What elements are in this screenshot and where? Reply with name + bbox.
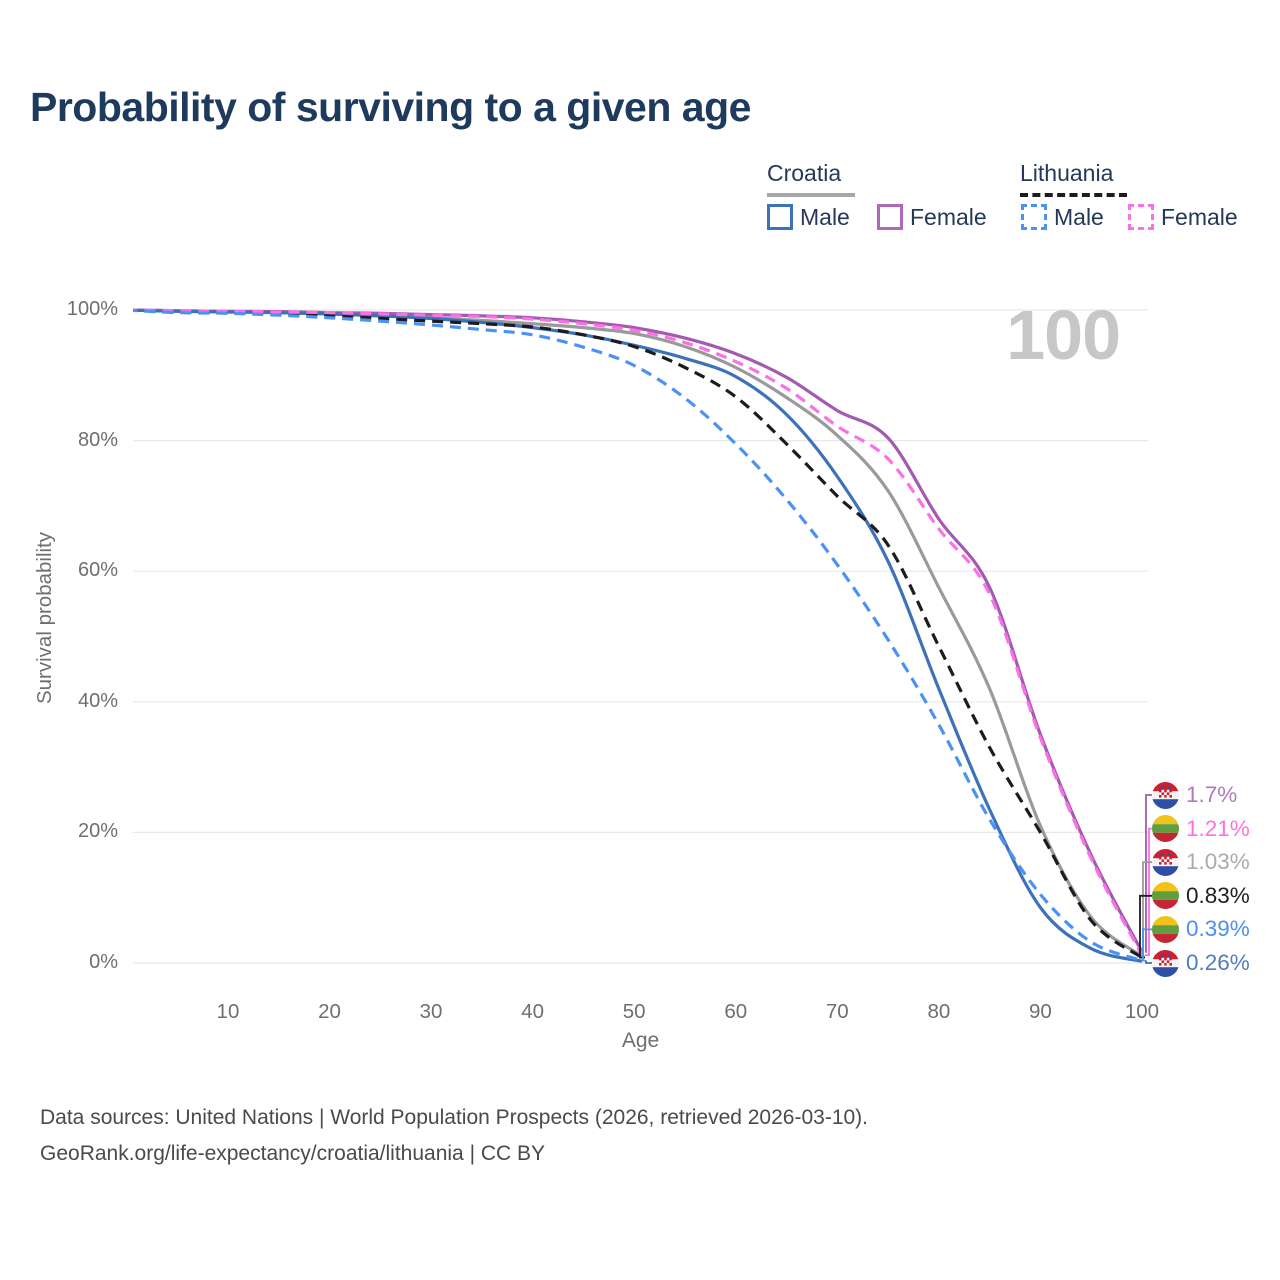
x-axis-title: Age xyxy=(621,1029,660,1052)
croatia-flag-icon xyxy=(1152,949,1179,977)
y-axis-title: Survival probability xyxy=(33,531,56,705)
curve-croatia_both xyxy=(133,308,1143,958)
x-tick-30: 30 xyxy=(419,1000,443,1023)
end-label-connector-lithuania_male xyxy=(1142,928,1152,962)
x-tick-10: 10 xyxy=(216,1000,240,1023)
y-tick-60: 60% xyxy=(77,559,118,582)
legend-label-lithuania-male[interactable]: Male xyxy=(1054,204,1104,230)
lithuania-flag-icon xyxy=(1152,915,1179,943)
y-tick-0: 0% xyxy=(89,951,118,973)
legend-group-lithuania-title: Lithuania xyxy=(1020,160,1114,186)
legend-group-croatia-title: Croatia xyxy=(767,160,842,186)
y-tick-40: 40% xyxy=(77,689,118,712)
y-tick-80: 80% xyxy=(77,428,118,451)
x-tick-20: 20 xyxy=(318,1000,341,1023)
y-tick-20: 20% xyxy=(77,820,118,843)
curve-lithuania_both xyxy=(133,308,1143,959)
legend-label-croatia-female[interactable]: Female xyxy=(910,204,987,230)
legend-label-lithuania-female[interactable]: Female xyxy=(1161,204,1238,230)
legend-croatia-line-sample xyxy=(767,193,855,197)
end-label-value-lithuania_female: 1.21% xyxy=(1186,815,1250,841)
x-tick-40: 40 xyxy=(521,1000,545,1023)
end-label-connector-croatia_male xyxy=(1145,960,1152,964)
croatia-flag-icon xyxy=(1152,781,1179,809)
legend-swatch-croatia-male[interactable] xyxy=(767,204,793,230)
end-label-value-croatia_female: 1.7% xyxy=(1186,782,1238,807)
end-label-connector-croatia_female xyxy=(1145,794,1152,953)
legend-swatch-lithuania-female[interactable] xyxy=(1128,204,1154,230)
legend-label-croatia-male[interactable]: Male xyxy=(800,204,850,230)
x-tick-100: 100 xyxy=(1124,1000,1160,1023)
x-tick-90: 90 xyxy=(1028,1000,1052,1023)
end-label-value-croatia_both: 1.03% xyxy=(1186,849,1250,875)
x-tick-70: 70 xyxy=(825,1000,849,1023)
legend-lithuania-line-sample xyxy=(1020,193,1127,197)
end-label-connector-lithuania_female xyxy=(1145,827,1152,956)
x-tick-50: 50 xyxy=(622,1000,646,1023)
age-counter-watermark: 100 xyxy=(1006,296,1121,374)
curve-croatia_male xyxy=(133,308,1143,963)
x-tick-60: 60 xyxy=(724,1000,748,1023)
curve-lithuania_male xyxy=(133,308,1143,963)
end-label-value-lithuania_male: 0.39% xyxy=(1186,916,1250,942)
y-tick-100: 100% xyxy=(66,298,118,320)
footer-attribution: GeoRank.org/life-expectancy/croatia/lith… xyxy=(40,1142,546,1165)
curve-lithuania_female xyxy=(133,308,1144,956)
legend-swatch-croatia-female[interactable] xyxy=(877,204,903,230)
legend-swatch-lithuania-male[interactable] xyxy=(1021,204,1047,230)
curve-croatia_female xyxy=(133,308,1144,953)
lithuania-flag-icon xyxy=(1152,882,1179,910)
page-title: Probability of surviving to a given age xyxy=(30,84,751,130)
footer-data-sources: Data sources: United Nations | World Pop… xyxy=(40,1106,869,1129)
lithuania-flag-icon xyxy=(1152,815,1179,843)
croatia-flag-icon xyxy=(1152,848,1179,876)
end-label-connector-croatia_both xyxy=(1142,861,1152,958)
end-label-value-croatia_male: 0.26% xyxy=(1186,950,1250,975)
end-label-value-lithuania_both: 0.83% xyxy=(1186,882,1250,908)
x-tick-80: 80 xyxy=(927,1000,951,1023)
end-label-connector-lithuania_both xyxy=(1139,894,1152,959)
